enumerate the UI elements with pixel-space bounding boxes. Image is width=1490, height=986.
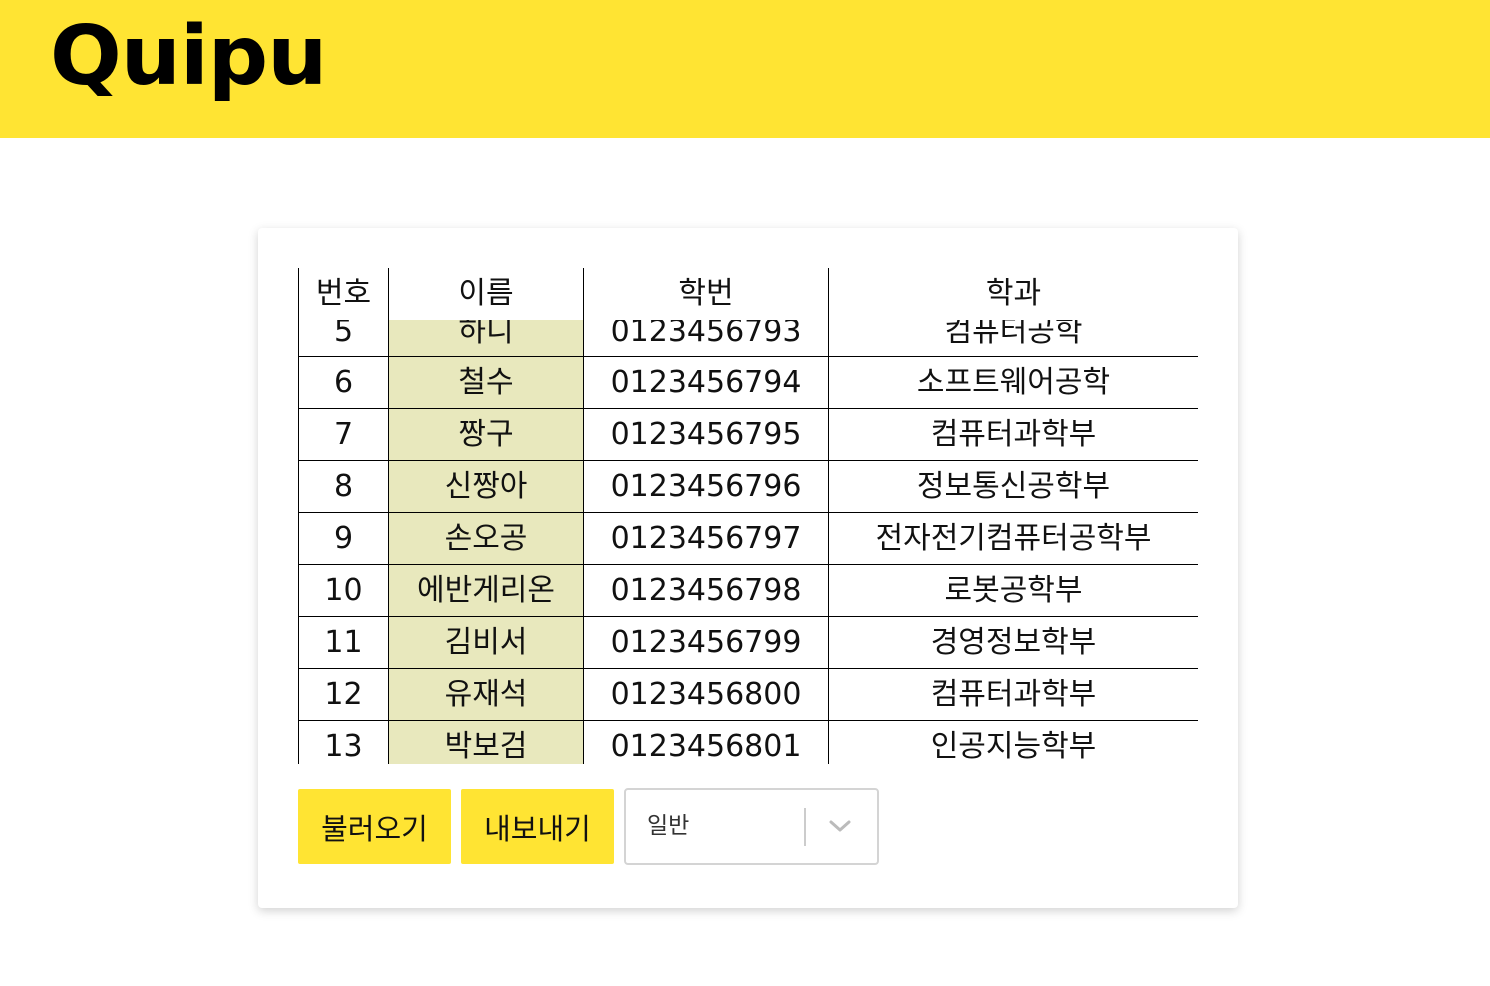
- header-department: 학과: [828, 268, 1198, 320]
- cell-department[interactable]: 컴퓨터과학부: [828, 668, 1198, 721]
- cell-student-id[interactable]: 0123456795: [583, 408, 829, 461]
- cell-name[interactable]: 신짱아: [388, 460, 584, 513]
- cell-number[interactable]: 11: [298, 616, 389, 669]
- app-header: Quipu: [0, 0, 1490, 138]
- cell-number[interactable]: 7: [298, 408, 389, 461]
- header-student-id: 학번: [583, 268, 829, 320]
- cell-number[interactable]: 10: [298, 564, 389, 617]
- app-logo: Quipu: [50, 9, 327, 104]
- cell-name[interactable]: 하니: [388, 320, 584, 357]
- cell-department[interactable]: 컴퓨터공학: [828, 320, 1198, 357]
- table-header-row: 번호 이름 학번 학과: [298, 268, 1198, 320]
- table-row: 10 에반게리온 0123456798 로봇공학부: [298, 564, 1198, 617]
- table-row: 12 유재석 0123456800 컴퓨터과학부: [298, 668, 1198, 721]
- cell-name[interactable]: 짱구: [388, 408, 584, 461]
- cell-student-id[interactable]: 0123456794: [583, 356, 829, 409]
- cell-department[interactable]: 컴퓨터과학부: [828, 408, 1198, 461]
- load-button[interactable]: 불러오기: [298, 789, 451, 864]
- select-value: 일반: [647, 813, 690, 839]
- cell-student-id[interactable]: 0123456799: [583, 616, 829, 669]
- cell-name[interactable]: 유재석: [388, 668, 584, 721]
- table-card: 번호 이름 학번 학과 5 하니 0123456793 컴퓨터공학 6 철수 0123456…: [258, 228, 1238, 908]
- cell-department[interactable]: 정보통신공학부: [828, 460, 1198, 513]
- category-select[interactable]: 일반: [624, 788, 879, 865]
- table-row: 8 신짱아 0123456796 정보통신공학부: [298, 460, 1198, 513]
- table-row: 11 김비서 0123456799 경영정보학부: [298, 616, 1198, 669]
- table-row: 6 철수 0123456794 소프트웨어공학: [298, 356, 1198, 409]
- header-name: 이름: [388, 268, 584, 320]
- cell-student-id[interactable]: 0123456798: [583, 564, 829, 617]
- chevron-down-icon[interactable]: [828, 816, 852, 836]
- cell-student-id[interactable]: 0123456797: [583, 512, 829, 565]
- cell-name[interactable]: 김비서: [388, 616, 584, 669]
- cell-number[interactable]: 8: [298, 460, 389, 513]
- cell-number[interactable]: 13: [298, 720, 389, 764]
- table-row: 5 하니 0123456793 컴퓨터공학: [298, 320, 1198, 357]
- cell-name[interactable]: 에반게리온: [388, 564, 584, 617]
- cell-number[interactable]: 6: [298, 356, 389, 409]
- cell-department[interactable]: 로봇공학부: [828, 564, 1198, 617]
- cell-department[interactable]: 전자전기컴퓨터공학부: [828, 512, 1198, 565]
- cell-student-id[interactable]: 0123456796: [583, 460, 829, 513]
- cell-student-id[interactable]: 0123456800: [583, 668, 829, 721]
- table-scroll-area[interactable]: 번호 이름 학번 학과 5 하니 0123456793 컴퓨터공학 6 철수 0123456…: [298, 268, 1198, 764]
- table-row: 9 손오공 0123456797 전자전기컴퓨터공학부: [298, 512, 1198, 565]
- cell-number[interactable]: 12: [298, 668, 389, 721]
- cell-department[interactable]: 인공지능학부: [828, 720, 1198, 764]
- select-separator: [804, 808, 806, 846]
- cell-student-id[interactable]: 0123456801: [583, 720, 829, 764]
- table-row: 7 짱구 0123456795 컴퓨터과학부: [298, 408, 1198, 461]
- cell-number[interactable]: 9: [298, 512, 389, 565]
- cell-student-id[interactable]: 0123456793: [583, 320, 829, 357]
- table-controls: 불러오기 내보내기 일반: [298, 788, 879, 865]
- cell-number[interactable]: 5: [298, 320, 389, 357]
- student-table: 번호 이름 학번 학과 5 하니 0123456793 컴퓨터공학 6 철수 0123456…: [298, 268, 1198, 764]
- export-button[interactable]: 내보내기: [461, 789, 614, 864]
- cell-name[interactable]: 손오공: [388, 512, 584, 565]
- cell-department[interactable]: 소프트웨어공학: [828, 356, 1198, 409]
- table-row: 13 박보검 0123456801 인공지능학부: [298, 720, 1198, 764]
- header-number: 번호: [298, 268, 389, 320]
- cell-name[interactable]: 박보검: [388, 720, 584, 764]
- cell-name[interactable]: 철수: [388, 356, 584, 409]
- cell-department[interactable]: 경영정보학부: [828, 616, 1198, 669]
